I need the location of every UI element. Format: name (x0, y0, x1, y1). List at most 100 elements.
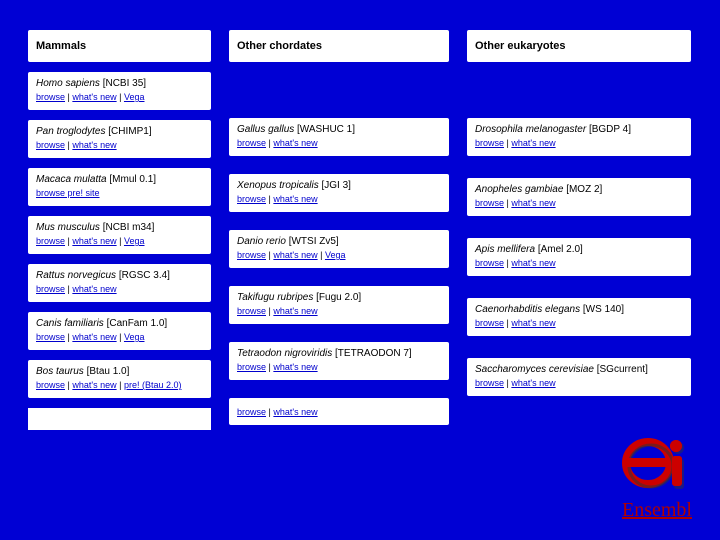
species-links: browse | what's new | Vega (237, 249, 441, 262)
species-link[interactable]: what's new (72, 284, 116, 294)
species-link[interactable]: Vega (124, 332, 145, 342)
species-link[interactable]: Vega (124, 236, 145, 246)
species-card: browse | what's new (229, 398, 449, 425)
species-name: Gallus gallus [WASHUC 1] (237, 124, 441, 135)
species-link[interactable]: what's new (273, 306, 317, 316)
species-links: browse | what's new | Vega (36, 235, 203, 248)
species-card: Pan troglodytes [CHIMP1] browse | what's … (28, 120, 211, 158)
species-link[interactable]: what's new (273, 138, 317, 148)
header-eukaryotes: Other eukaryotes (467, 30, 691, 62)
species-link[interactable]: what's new (511, 198, 555, 208)
species-links: browse | what's new | Vega (36, 331, 203, 344)
column-chordates: Other chordates Gallus gallus [WASHUC 1]… (229, 30, 449, 425)
species-card: Macaca mulatta [Mmul 0.1] browse pre! sit… (28, 168, 211, 206)
blank-card (28, 408, 211, 430)
species-link[interactable]: what's new (273, 407, 317, 417)
species-card: Rattus norvegicus [RGSC 3.4] browse | wha… (28, 264, 211, 302)
species-link[interactable]: what's new (511, 318, 555, 328)
species-card: Saccharomyces cerevisiae [SGcurrent] brow… (467, 358, 691, 396)
species-link[interactable]: browse (475, 378, 504, 388)
column-mammals: Mammals Homo sapiens [NCBI 35] browse | w… (28, 30, 211, 430)
species-link[interactable]: what's new (273, 250, 317, 260)
species-link[interactable]: browse (36, 284, 65, 294)
species-links: browse | what's new (237, 361, 441, 374)
header-chordates: Other chordates (229, 30, 449, 62)
species-name: Pan troglodytes [CHIMP1] (36, 126, 203, 137)
column-eukaryotes: Other eukaryotes Drosophila melanogaster… (467, 30, 691, 396)
species-name: Apis mellifera [Amel 2.0] (475, 244, 683, 255)
species-link[interactable]: browse (36, 140, 65, 150)
species-link[interactable]: browse (475, 138, 504, 148)
species-name: Homo sapiens [NCBI 35] (36, 78, 203, 89)
ensembl-brand-link[interactable]: Ensembl (614, 499, 692, 522)
species-card: Apis mellifera [Amel 2.0]browse | what's… (467, 238, 691, 276)
species-card: Danio rerio [WTSI Zv5] browse | what's ne… (229, 230, 449, 268)
species-links: browse | what's new (36, 139, 203, 152)
species-link[interactable]: what's new (273, 362, 317, 372)
species-name: Anopheles gambiae [MOZ 2] (475, 184, 683, 195)
species-link[interactable]: Vega (325, 250, 346, 260)
species-name: Bos taurus [Btau 1.0] (36, 366, 203, 377)
species-link[interactable]: browse (237, 407, 266, 417)
species-link[interactable]: browse (36, 332, 65, 342)
species-name: Saccharomyces cerevisiae [SGcurrent] (475, 364, 683, 375)
species-link[interactable]: browse (237, 306, 266, 316)
species-link[interactable]: what's new (511, 378, 555, 388)
species-link[interactable]: what's new (273, 194, 317, 204)
species-link[interactable]: what's new (511, 138, 555, 148)
species-name: Caenorhabditis elegans [WS 140] (475, 304, 683, 315)
species-name: Mus musculus [NCBI m34] (36, 222, 203, 233)
species-card: Mus musculus [NCBI m34] browse | what's n… (28, 216, 211, 254)
species-link[interactable]: browse (36, 380, 65, 390)
species-links: browse | what's new (237, 137, 441, 150)
species-links: browse pre! site (36, 187, 203, 200)
species-link[interactable]: browse (475, 198, 504, 208)
species-link[interactable]: pre! (Btau 2.0) (124, 380, 182, 390)
species-links: browse | what's new (475, 377, 683, 390)
species-name: Takifugu rubripes [Fugu 2.0] (237, 292, 441, 303)
species-link[interactable]: browse pre! site (36, 188, 100, 198)
species-link[interactable]: browse (475, 318, 504, 328)
species-link[interactable]: what's new (72, 380, 116, 390)
species-card: Drosophila melanogaster [BGDP 4] browse |… (467, 118, 691, 156)
species-name: Rattus norvegicus [RGSC 3.4] (36, 270, 203, 281)
species-card: Xenopus tropicalis [JGI 3] browse | what'… (229, 174, 449, 212)
species-link[interactable]: what's new (72, 236, 116, 246)
species-link[interactable]: browse (237, 362, 266, 372)
species-link[interactable]: Vega (124, 92, 145, 102)
species-card: Tetraodon nigroviridis [TETRAODON 7] brow… (229, 342, 449, 380)
species-link[interactable]: browse (475, 258, 504, 268)
species-links: browse | what's new | Vega (36, 91, 203, 104)
species-name: Canis familiaris [CanFam 1.0] (36, 318, 203, 329)
species-name: Danio rerio [WTSI Zv5] (237, 236, 441, 247)
species-link[interactable]: browse (237, 194, 266, 204)
species-links: browse | what's new (475, 197, 683, 210)
species-links: browse | what's new (475, 317, 683, 330)
species-links: browse | what's new (36, 283, 203, 296)
species-name: Xenopus tropicalis [JGI 3] (237, 180, 441, 191)
species-link[interactable]: browse (237, 250, 266, 260)
species-links: browse | what's new (237, 406, 441, 419)
species-link[interactable]: browse (36, 92, 65, 102)
species-card: Homo sapiens [NCBI 35] browse | what's ne… (28, 72, 211, 110)
species-links: browse | what's new (237, 193, 441, 206)
species-card: Bos taurus [Btau 1.0] browse | what's new… (28, 360, 211, 398)
species-link[interactable]: what's new (511, 258, 555, 268)
species-link[interactable]: browse (36, 236, 65, 246)
species-card: Takifugu rubripes [Fugu 2.0]browse | wha… (229, 286, 449, 324)
header-mammals: Mammals (28, 30, 211, 62)
species-name: Macaca mulatta [Mmul 0.1] (36, 174, 203, 185)
species-link[interactable]: what's new (72, 332, 116, 342)
species-links: browse | what's new (475, 137, 683, 150)
species-name: Drosophila melanogaster [BGDP 4] (475, 124, 683, 135)
ensembl-logo-block: Ensembl (614, 434, 692, 522)
species-card: Caenorhabditis elegans [WS 140] browse | … (467, 298, 691, 336)
species-card: Canis familiaris [CanFam 1.0] browse | wh… (28, 312, 211, 350)
species-card: Gallus gallus [WASHUC 1] browse | what's … (229, 118, 449, 156)
species-links: browse | what's new | pre! (Btau 2.0) (36, 379, 203, 392)
species-link[interactable]: what's new (72, 140, 116, 150)
species-name: Tetraodon nigroviridis [TETRAODON 7] (237, 348, 441, 359)
species-link[interactable]: what's new (72, 92, 116, 102)
species-link[interactable]: browse (237, 138, 266, 148)
ensembl-logo-icon (614, 434, 692, 494)
